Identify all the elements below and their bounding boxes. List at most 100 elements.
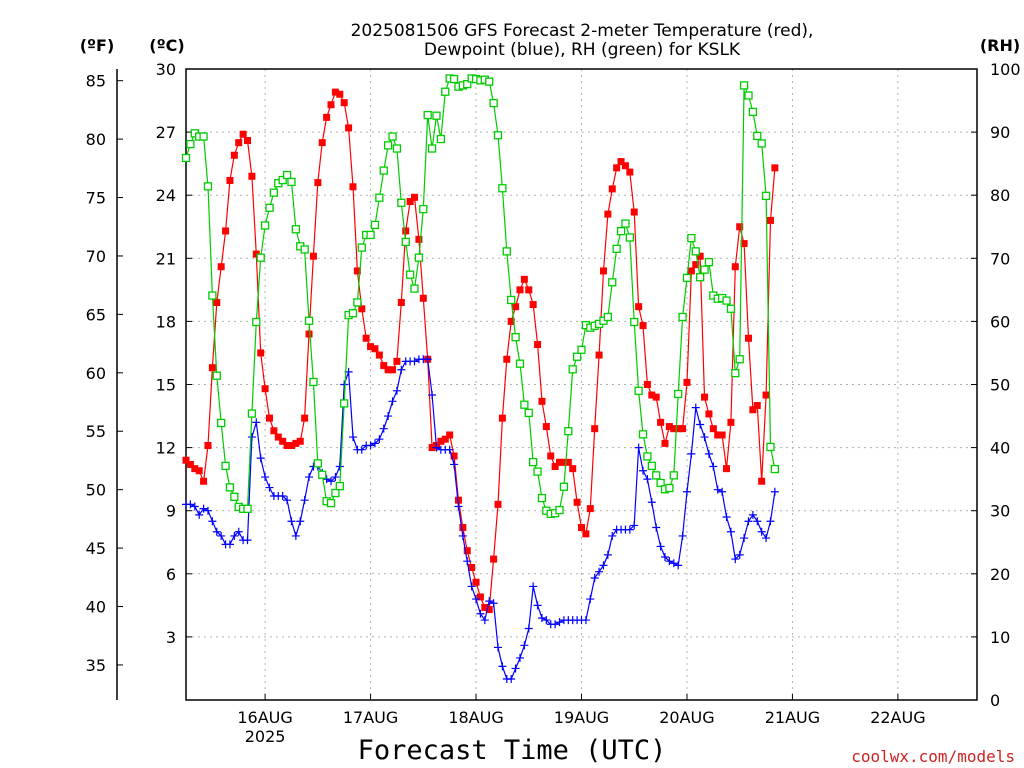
- rh-tick-label: 20: [990, 565, 1010, 584]
- temperature-point: [318, 139, 326, 147]
- temperature-point: [630, 208, 638, 216]
- temperature-point: [375, 351, 383, 359]
- rh-point: [278, 175, 287, 185]
- dewpoint-point: [225, 540, 234, 549]
- temperature-point: [301, 414, 309, 422]
- temperature-point: [727, 418, 735, 426]
- temperature-point: [591, 425, 599, 433]
- temperature-point: [204, 441, 212, 449]
- temperature-point: [230, 151, 238, 159]
- temperature-point: [261, 385, 269, 393]
- temperature-point: [406, 198, 414, 206]
- temperature-point: [336, 90, 344, 98]
- temperature-point: [485, 606, 493, 614]
- temperature-point: [283, 441, 291, 449]
- dewpoint-point: [278, 491, 287, 500]
- temperature-point: [415, 235, 423, 243]
- temperature-point: [367, 343, 375, 351]
- rh-point: [696, 273, 705, 282]
- temperature-point: [569, 465, 577, 473]
- temperature-point: [529, 301, 537, 309]
- dewpoint-point: [256, 454, 265, 463]
- rh-point: [722, 296, 731, 305]
- temperature-point: [692, 261, 700, 269]
- x-tick-label: 18AUG: [448, 708, 503, 727]
- rh-point: [682, 273, 692, 283]
- temperature-point: [613, 164, 621, 172]
- rh-point: [559, 482, 569, 491]
- temperature-point: [525, 286, 533, 294]
- rh-point: [704, 257, 714, 267]
- rh-point: [379, 166, 388, 175]
- dewpoint-point: [660, 552, 669, 561]
- rh-point: [739, 81, 749, 90]
- rh-point: [524, 408, 533, 418]
- title-line-2: Dewpoint (blue), RH (green) for KSLK: [424, 40, 741, 60]
- rh-point: [260, 221, 270, 230]
- temperature-point: [402, 227, 410, 235]
- rh-point: [225, 483, 235, 492]
- rh-point: [555, 505, 564, 515]
- rh-point: [564, 427, 573, 436]
- dewpoint-point: [731, 555, 740, 564]
- dewpoint-point: [608, 531, 617, 540]
- temperature-point: [538, 397, 546, 405]
- rh-point: [507, 295, 516, 305]
- dewpoint-point: [348, 433, 357, 442]
- rh-point: [700, 265, 709, 274]
- fahrenheit-tick-label: 80: [86, 130, 106, 149]
- dewpoint-point: [243, 536, 252, 545]
- dewpoint-point: [515, 653, 524, 662]
- rh-point: [748, 107, 758, 117]
- rh-point: [656, 478, 665, 488]
- fahrenheit-tick-label: 75: [86, 189, 106, 208]
- temperature-series: [182, 88, 779, 614]
- rh-point: [687, 233, 696, 243]
- rh-point: [753, 131, 762, 141]
- dewpoint-point: [327, 477, 336, 486]
- rh-point: [282, 170, 292, 180]
- dewpoint-point: [291, 531, 300, 540]
- dewpoint-point: [634, 443, 643, 452]
- dewpoint-point: [744, 517, 753, 526]
- rh-point: [375, 193, 384, 202]
- rh-point: [405, 270, 415, 279]
- temperature-point: [441, 435, 449, 443]
- rh-point: [423, 110, 432, 120]
- temperature-point: [476, 593, 484, 601]
- temperature-point: [657, 418, 665, 426]
- grid-lines: [186, 69, 977, 700]
- rh-point: [252, 317, 261, 327]
- celsius-tick-label: 27: [156, 123, 176, 142]
- rh-point: [735, 355, 744, 364]
- temperature-point: [252, 250, 260, 258]
- temperature-point: [507, 317, 515, 325]
- rh-point: [436, 134, 446, 144]
- dewpoint-point: [357, 445, 366, 454]
- temperature-point: [714, 431, 722, 439]
- rh-tick-label: 100: [990, 60, 1021, 79]
- dewpoint-point: [753, 517, 762, 526]
- temperature-point: [389, 366, 397, 374]
- rh-tick-label: 30: [990, 502, 1010, 521]
- temperature-point: [639, 322, 647, 330]
- dewpoint-point: [757, 527, 766, 536]
- rh-point: [383, 141, 393, 150]
- dewpoint-point: [410, 357, 419, 366]
- rh-point: [691, 247, 700, 256]
- temperature-point: [670, 425, 678, 433]
- dewpoint-point: [537, 613, 546, 622]
- temperature-point: [340, 99, 348, 107]
- rh-point: [410, 284, 419, 293]
- dewpoint-point: [713, 485, 722, 494]
- temperature-point: [270, 427, 278, 435]
- temperature-point: [428, 444, 436, 452]
- tick-labels: 3 6 9 12 15 18 21 24 27 30 35 40 45 50 55 60 65 70 75 80 85 0…: [86, 60, 1021, 746]
- temperature-point: [345, 124, 353, 132]
- dewpoint-point: [625, 525, 634, 534]
- temperature-point: [736, 223, 744, 231]
- temperature-point: [749, 406, 757, 414]
- rh-point: [353, 298, 362, 307]
- rh-point: [441, 87, 450, 96]
- title-line-1: 2025081506 GFS Forecast 2-meter Temperat…: [351, 21, 814, 41]
